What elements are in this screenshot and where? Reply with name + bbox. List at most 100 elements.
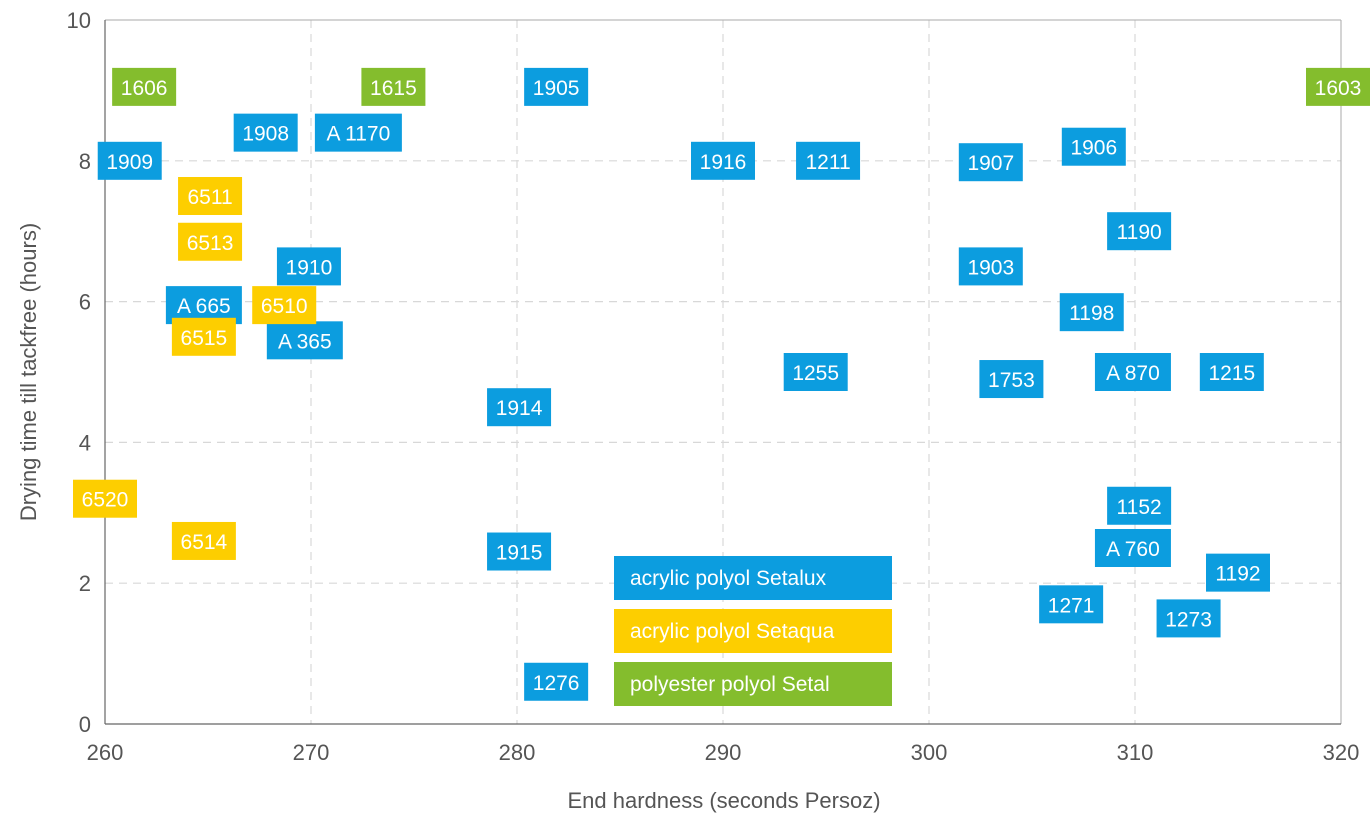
data-point-box bbox=[1094, 353, 1171, 391]
data-point-label: 6520 bbox=[82, 489, 129, 512]
data-point-label: 1903 bbox=[967, 256, 1014, 279]
data-point-label: 1615 bbox=[370, 77, 417, 100]
data-point-label: 6514 bbox=[181, 531, 228, 554]
data-point-label: 1273 bbox=[1165, 608, 1212, 631]
data-point-label: 6511 bbox=[187, 186, 232, 209]
legend-swatch bbox=[614, 662, 892, 706]
data-point: 1271 bbox=[1039, 585, 1104, 624]
data-point: A 665 bbox=[165, 286, 242, 325]
data-point: 1273 bbox=[1156, 599, 1221, 638]
data-point: A 760 bbox=[1094, 529, 1171, 567]
data-point-box bbox=[233, 113, 298, 152]
data-point: A 365 bbox=[266, 321, 343, 360]
data-point: 1192 bbox=[1206, 553, 1270, 592]
data-point: 1910 bbox=[276, 247, 341, 286]
data-point: 1211 bbox=[796, 141, 861, 180]
data-point-box bbox=[1039, 585, 1104, 624]
data-point-box bbox=[1199, 353, 1264, 391]
data-point-label: A 365 bbox=[278, 330, 332, 353]
data-point: 1190 bbox=[1107, 212, 1172, 251]
data-point-box bbox=[112, 67, 177, 106]
data-point-label: 1909 bbox=[106, 151, 153, 174]
data-point-box bbox=[958, 143, 1023, 182]
data-point: 1916 bbox=[691, 141, 755, 180]
data-point: 1603 bbox=[1306, 67, 1370, 106]
x-tick-label: 260 bbox=[87, 740, 124, 765]
legend-item: acrylic polyol Setalux bbox=[614, 556, 892, 600]
data-point: 1255 bbox=[783, 353, 848, 391]
data-point-label: 1905 bbox=[533, 77, 580, 100]
data-point-box bbox=[165, 286, 242, 325]
y-tick-label: 10 bbox=[67, 8, 91, 33]
data-point-label: 1211 bbox=[805, 151, 850, 174]
data-point: 6520 bbox=[73, 479, 137, 518]
y-tick-label: 6 bbox=[79, 290, 91, 315]
data-point-label: 1255 bbox=[792, 362, 839, 385]
data-point: 1905 bbox=[524, 67, 589, 106]
data-point-box bbox=[1206, 553, 1270, 592]
legend-item: acrylic polyol Setaqua bbox=[614, 609, 892, 653]
data-point-box bbox=[178, 222, 243, 261]
data-point-box bbox=[487, 388, 552, 427]
data-point-label: 1152 bbox=[1117, 496, 1162, 519]
data-point-label: 1190 bbox=[1117, 221, 1162, 244]
data-point: 1906 bbox=[1061, 127, 1126, 166]
data-point-box bbox=[314, 113, 402, 152]
data-point: 1152 bbox=[1107, 486, 1172, 525]
data-point-label: 1276 bbox=[533, 672, 580, 695]
data-point: 1276 bbox=[524, 662, 589, 701]
data-point-box bbox=[361, 67, 426, 106]
data-point-label: A 1170 bbox=[326, 123, 390, 146]
data-point-label: 1906 bbox=[1070, 137, 1117, 160]
data-point: 1907 bbox=[958, 143, 1023, 182]
data-point-box bbox=[958, 247, 1023, 286]
data-point-label: 6513 bbox=[187, 232, 234, 255]
data-point-label: 1192 bbox=[1215, 563, 1260, 586]
data-point: 1903 bbox=[958, 247, 1023, 286]
data-point-box bbox=[1306, 67, 1370, 106]
data-point-label: 1215 bbox=[1208, 362, 1255, 385]
data-point-box bbox=[796, 141, 861, 180]
x-tick-label: 280 bbox=[499, 740, 536, 765]
data-point: 1914 bbox=[487, 388, 552, 427]
data-point-label: 1916 bbox=[700, 151, 747, 174]
x-tick-label: 320 bbox=[1323, 740, 1360, 765]
axis-layer bbox=[104, 19, 1342, 725]
data-point: 1908 bbox=[233, 113, 298, 152]
y-tick-label: 2 bbox=[79, 571, 91, 596]
data-point-label: 1198 bbox=[1069, 302, 1114, 325]
legend-swatch bbox=[614, 556, 892, 600]
data-point-label: 6515 bbox=[181, 327, 228, 350]
legend-swatch bbox=[614, 609, 892, 653]
data-point-label: 1914 bbox=[496, 397, 543, 420]
data-point: 6515 bbox=[171, 317, 236, 356]
y-axis-title: Drying time till tackfree (hours) bbox=[16, 223, 41, 521]
data-point: 1909 bbox=[97, 141, 162, 180]
data-point-box bbox=[1107, 212, 1172, 251]
data-point-label: 1753 bbox=[988, 369, 1035, 392]
data-point-box bbox=[178, 177, 243, 215]
data-point-box bbox=[1156, 599, 1221, 638]
legend-label: acrylic polyol Setaqua bbox=[630, 620, 835, 643]
x-tick-label: 310 bbox=[1117, 740, 1154, 765]
data-point: 1915 bbox=[487, 532, 552, 571]
y-tick-label: 4 bbox=[79, 430, 91, 455]
tick-layer: 260 270 280 290 300 310 320 0 2 4 6 8 10 bbox=[67, 8, 1360, 765]
x-axis-title: End hardness (seconds Persoz) bbox=[567, 788, 880, 813]
data-point-label: 1907 bbox=[967, 152, 1014, 175]
data-point-label: 6510 bbox=[261, 295, 308, 318]
data-point: 6514 bbox=[171, 521, 236, 560]
data-point: 1615 bbox=[361, 67, 426, 106]
data-point-box bbox=[524, 67, 589, 106]
data-point-box bbox=[979, 360, 1044, 399]
data-point: 6513 bbox=[178, 222, 243, 261]
data-point-box bbox=[276, 247, 341, 286]
data-point-label: 1271 bbox=[1048, 594, 1095, 617]
data-point: A 870 bbox=[1094, 353, 1171, 391]
legend-label: polyester polyol Setal bbox=[630, 673, 830, 696]
x-tick-label: 290 bbox=[705, 740, 742, 765]
data-point-label: A 760 bbox=[1106, 538, 1160, 561]
data-point: A 1170 bbox=[314, 113, 402, 152]
